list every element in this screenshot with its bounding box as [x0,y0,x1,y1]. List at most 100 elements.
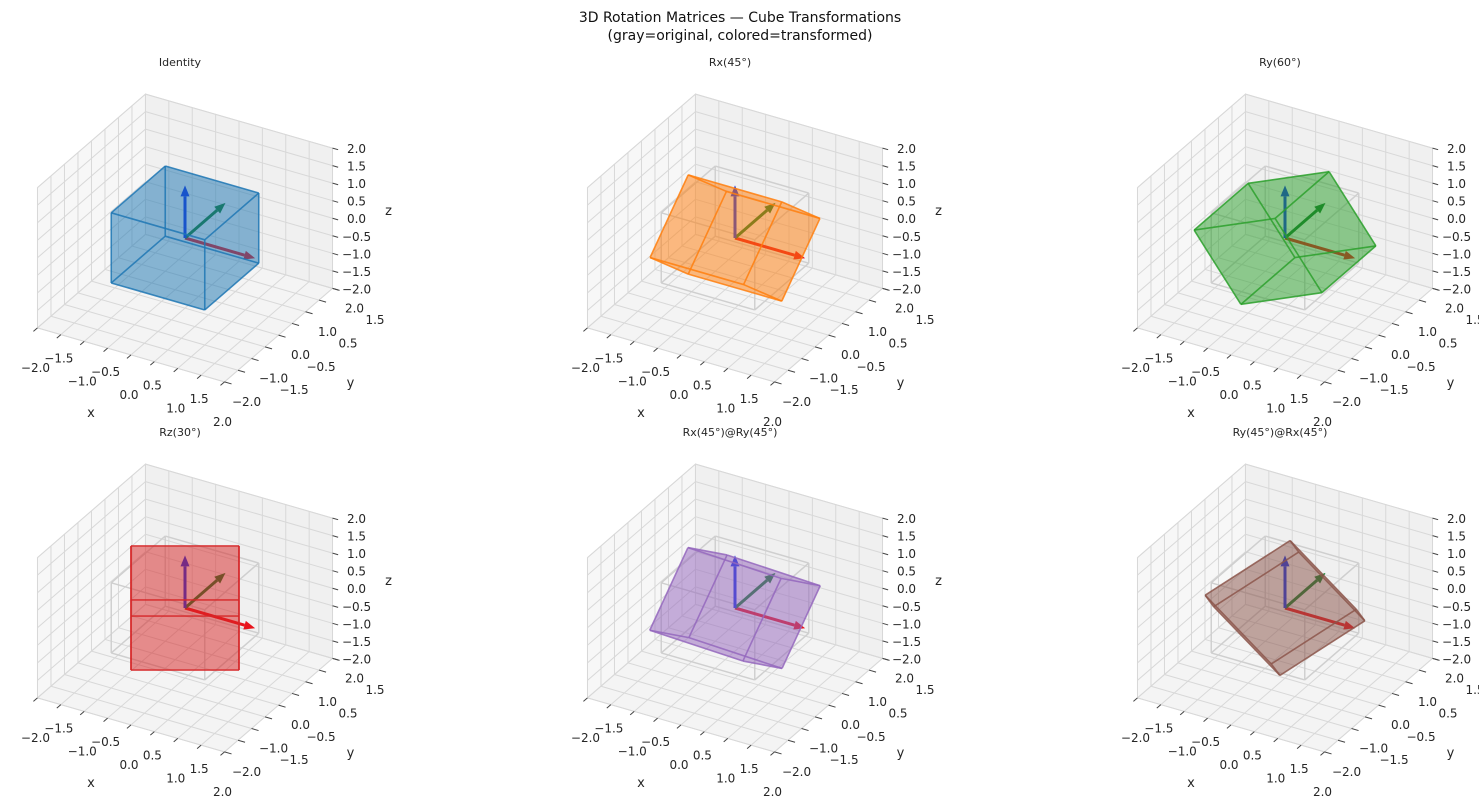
z-tick [882,235,889,238]
gridline [145,111,333,167]
x-tick-label: 0.0 [1219,388,1238,402]
y-tick [318,299,327,303]
x-tick-label: −2.0 [21,731,50,745]
z-tick-label: 0.0 [897,212,916,226]
y-tick-label: 0.0 [1391,348,1410,362]
gridline [37,146,146,241]
gridline [727,274,837,369]
z-tick [332,570,339,573]
y-tick [774,751,782,755]
original-cube-edge [715,235,809,264]
gridline [154,637,263,733]
gridline [145,516,333,572]
gridline [695,498,883,554]
x-tick-label: −2.0 [571,361,600,375]
x-tick-label: 1.0 [166,401,185,415]
y-tick [841,692,850,696]
gridline [695,128,883,184]
x-tick-label: −0.5 [91,735,120,749]
gridline [145,146,333,202]
original-cube-edge [1211,652,1305,681]
x-tick [1179,711,1185,716]
cube-edge [1248,170,1330,185]
x-tick-label: −2.0 [571,731,600,745]
z-tick [1432,147,1439,151]
z-tick [1432,235,1439,238]
cube-face [688,547,821,586]
cube-edge [1247,182,1296,259]
z-tick [332,517,339,521]
cube-edge [204,262,260,311]
x-tick [700,361,705,366]
y-tick [1337,739,1346,743]
cube-edge [111,212,205,241]
z-tick-label: 1.0 [1447,177,1466,191]
z-tick-label: 0.0 [347,582,366,596]
y-tick-label: 0.5 [338,706,357,720]
cube-face [131,545,239,600]
gridline [695,533,883,589]
gridline [37,111,146,206]
gridline [1245,111,1433,167]
original-cube-edge [1304,262,1360,311]
y-tick-label: −1.5 [829,753,858,767]
gridline [1245,146,1433,202]
y-tick-label: −1.0 [259,372,288,386]
z-tick [1432,182,1439,186]
y-tick-label: −1.5 [279,383,308,397]
z-tick [332,165,339,168]
gridline [145,163,333,219]
x-tick [1179,341,1185,346]
cube-edge [687,174,727,193]
z-tick [332,235,339,238]
gridline [654,268,843,324]
x-axis-label: x [637,406,645,421]
y-tick-label: 0.5 [888,706,907,720]
x-tick-label: −0.5 [1191,365,1220,379]
y-tick [841,322,850,326]
y-tick-label: −2.0 [782,765,811,779]
y-tick [1391,322,1400,326]
gridline [177,644,287,739]
gridline [145,93,333,149]
y-tick [774,381,782,385]
x-tick [1156,334,1162,339]
gridline [1277,644,1387,739]
gridline [200,281,310,376]
original-cube-edge [1265,165,1359,194]
z-tick-label: −1.0 [892,247,921,261]
y-tick-label: −2.0 [1332,765,1361,779]
z-tick-label: 0.5 [897,195,916,209]
x-tick [126,354,132,359]
cube-edge [781,585,821,669]
original-cube-edge [660,165,716,214]
x-tick [173,738,179,743]
cube-face [1275,171,1376,293]
original-cube-edge [1210,235,1266,284]
cube-face [111,166,166,283]
x-tick [1133,697,1138,702]
subplot-title: Rz(30°) [159,426,201,439]
z-tick [1432,587,1439,591]
gridline [1277,274,1387,369]
x-tick-label: 1.5 [1290,392,1309,406]
gridline [587,146,696,241]
z-tick-label: 2.0 [1447,142,1466,156]
z-tick-label: −0.5 [1442,600,1471,614]
z-tick-label: 1.5 [347,160,366,174]
y-tick [828,334,836,338]
y-tick-label: −2.0 [1332,395,1361,409]
cube-face [688,555,821,669]
x-tick-label: −0.5 [1191,735,1220,749]
y-tick [1378,704,1386,708]
cube-edge [781,201,821,220]
gridline [587,498,696,594]
y-tick-label: −1.0 [259,742,288,756]
cube-edge [781,218,821,302]
x-tick-label: 0.0 [119,758,138,772]
z-tick-label: 1.0 [897,547,916,561]
gridline [681,615,870,671]
cube-edge [743,283,783,302]
gridline [37,498,146,594]
x-tick [1320,381,1325,386]
